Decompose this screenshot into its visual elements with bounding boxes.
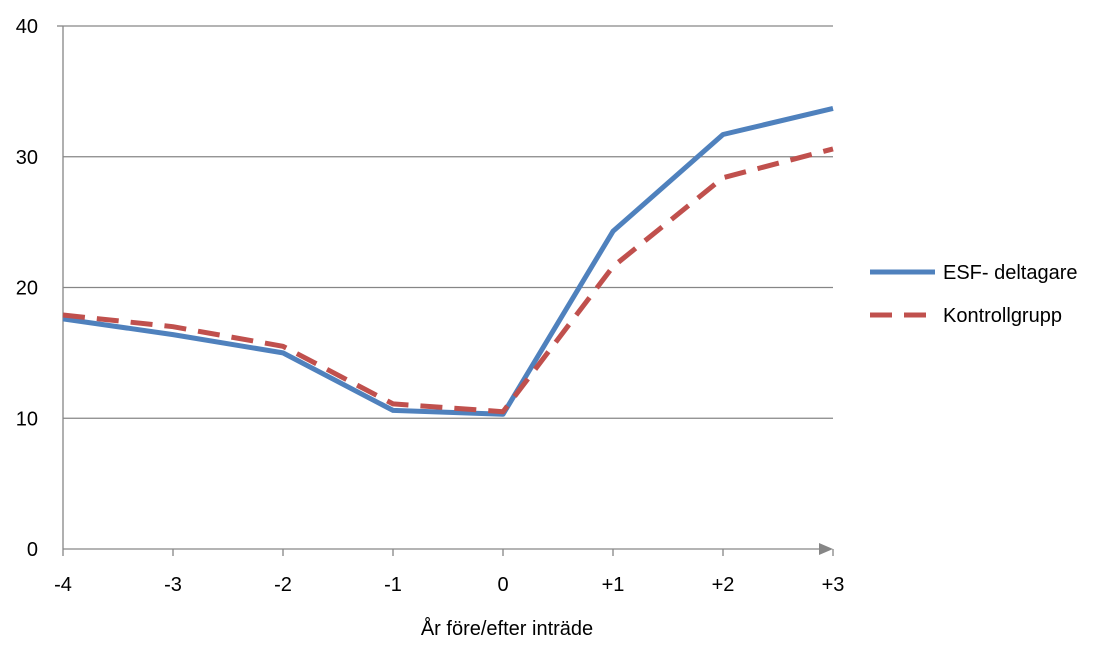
- x-tick-label: +1: [602, 574, 625, 596]
- legend-label: Kontrollgrupp: [943, 305, 1062, 327]
- series-lines: [62, 105, 834, 417]
- y-tick-label: 40: [16, 16, 38, 38]
- x-tick-label: -3: [164, 574, 182, 596]
- series-line-kontrollgrupp: [62, 146, 834, 415]
- axes: [57, 25, 834, 556]
- y-tick-label: 20: [16, 278, 38, 300]
- x-tick-label: -1: [384, 574, 402, 596]
- x-tick-label: +3: [822, 574, 845, 596]
- x-tick-label: 0: [497, 574, 508, 596]
- x-axis-arrow: [819, 543, 833, 555]
- y-tick-labels: 0 10 20 30 40: [16, 16, 38, 561]
- series-line-esf-deltagare: [62, 105, 834, 417]
- y-tick-label: 30: [16, 147, 38, 169]
- x-tick-label: -2: [274, 574, 292, 596]
- y-tick-label: 0: [27, 539, 38, 561]
- y-tick-label: 10: [16, 408, 38, 430]
- x-tick-labels: -4 -3 -2 -1 0 +1 +2 +3: [54, 574, 844, 596]
- x-tick-label: +2: [712, 574, 735, 596]
- gridlines: [63, 25, 833, 419]
- x-tick-label: -4: [54, 574, 72, 596]
- x-axis-title: År före/efter inträde: [421, 617, 593, 640]
- legend-label: ESF- deltagare: [943, 262, 1078, 284]
- legend: ESF- deltagare Kontrollgrupp: [870, 262, 1078, 327]
